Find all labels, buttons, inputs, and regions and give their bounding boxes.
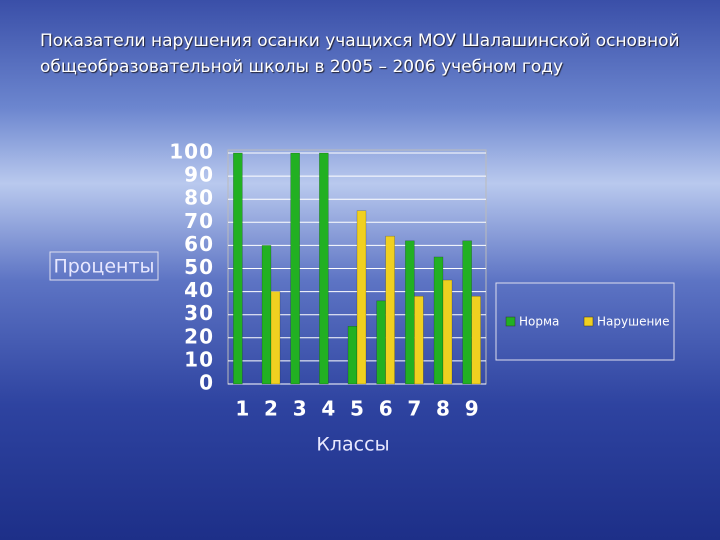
y-tick-label: 60: [184, 232, 214, 256]
x-tick-label: 8: [436, 397, 450, 421]
bar: [290, 152, 300, 385]
bar: [233, 152, 243, 385]
y-tick-label: 40: [184, 278, 214, 302]
y-axis-label: Проценты: [53, 256, 154, 278]
y-tick-label: 30: [184, 301, 214, 325]
legend-swatch: [505, 316, 516, 327]
bar: [347, 326, 358, 385]
legend-label: Норма: [519, 315, 559, 329]
y-tick-label: 50: [184, 255, 214, 279]
x-tick-label: 3: [293, 397, 307, 421]
bar: [385, 235, 395, 385]
legend-label: Нарушение: [597, 315, 670, 329]
bar: [471, 295, 481, 385]
bar: [405, 240, 415, 385]
y-tick-label: 70: [184, 209, 214, 233]
bar: [261, 245, 272, 385]
slide-title: Показатели нарушения осанки учащихся МОУ…: [40, 31, 680, 77]
y-tick-label: 100: [169, 140, 214, 164]
bar: [319, 152, 329, 385]
legend-box: [495, 282, 675, 361]
bar: [442, 279, 453, 385]
x-tick-label: 1: [235, 397, 249, 421]
x-tick-label: 9: [465, 397, 479, 421]
y-tick-label: 20: [184, 324, 214, 348]
bar: [433, 256, 444, 385]
x-tick-label: 4: [321, 397, 335, 421]
y-tick-label: 80: [184, 186, 214, 210]
bar: [414, 295, 424, 385]
legend-swatch: [583, 316, 594, 327]
x-tick-label: 6: [379, 397, 393, 421]
y-label-box: [49, 251, 159, 281]
y-tick-label: 90: [184, 163, 214, 187]
y-tick-label: 10: [184, 347, 214, 371]
y-tick-label: 0: [199, 371, 214, 395]
x-tick-label: 2: [264, 397, 278, 421]
bar: [376, 300, 386, 385]
bar: [462, 240, 472, 385]
x-tick-label: 7: [407, 397, 421, 421]
x-tick-label: 5: [350, 397, 364, 421]
x-axis-label: Классы: [316, 434, 389, 456]
bar: [270, 291, 281, 385]
bar: [356, 210, 367, 385]
